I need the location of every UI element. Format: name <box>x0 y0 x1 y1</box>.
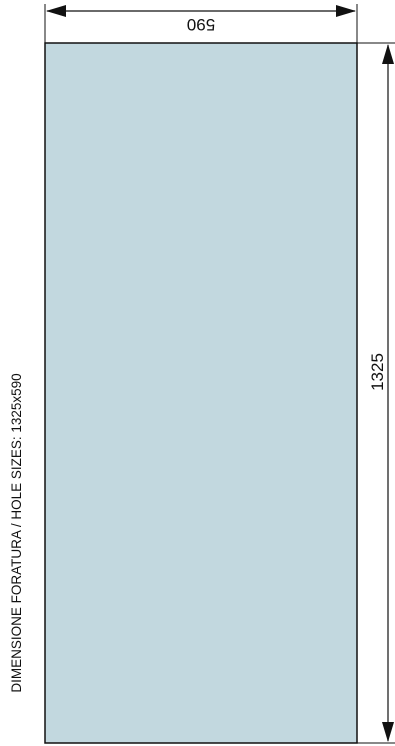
width-arrow-right <box>336 5 356 17</box>
width-arrow-left <box>46 5 66 17</box>
hole-panel <box>44 42 358 744</box>
hole-size-caption: DIMENSIONE FORATURA / HOLE SIZES: 1325x5… <box>9 373 24 692</box>
height-label: 1325 <box>368 353 387 391</box>
height-arrow-bottom <box>382 722 394 742</box>
width-label: 590 <box>187 15 215 34</box>
height-arrow-top <box>382 44 394 64</box>
